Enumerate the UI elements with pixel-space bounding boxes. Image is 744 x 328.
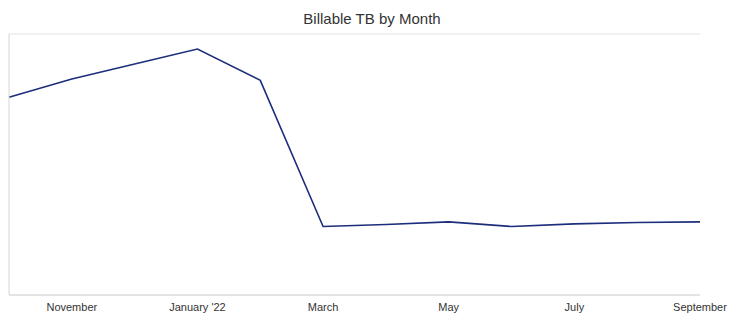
svg-text:September: September [673, 301, 727, 313]
svg-text:January '22: January '22 [169, 301, 226, 313]
html-text:Billable TB by Month: Billable TB by Month [303, 10, 441, 27]
svg-text:March: March [308, 301, 339, 313]
svg-text:July: July [565, 301, 585, 313]
svg-text:May: May [438, 301, 459, 313]
svg-text:November: November [46, 301, 97, 313]
